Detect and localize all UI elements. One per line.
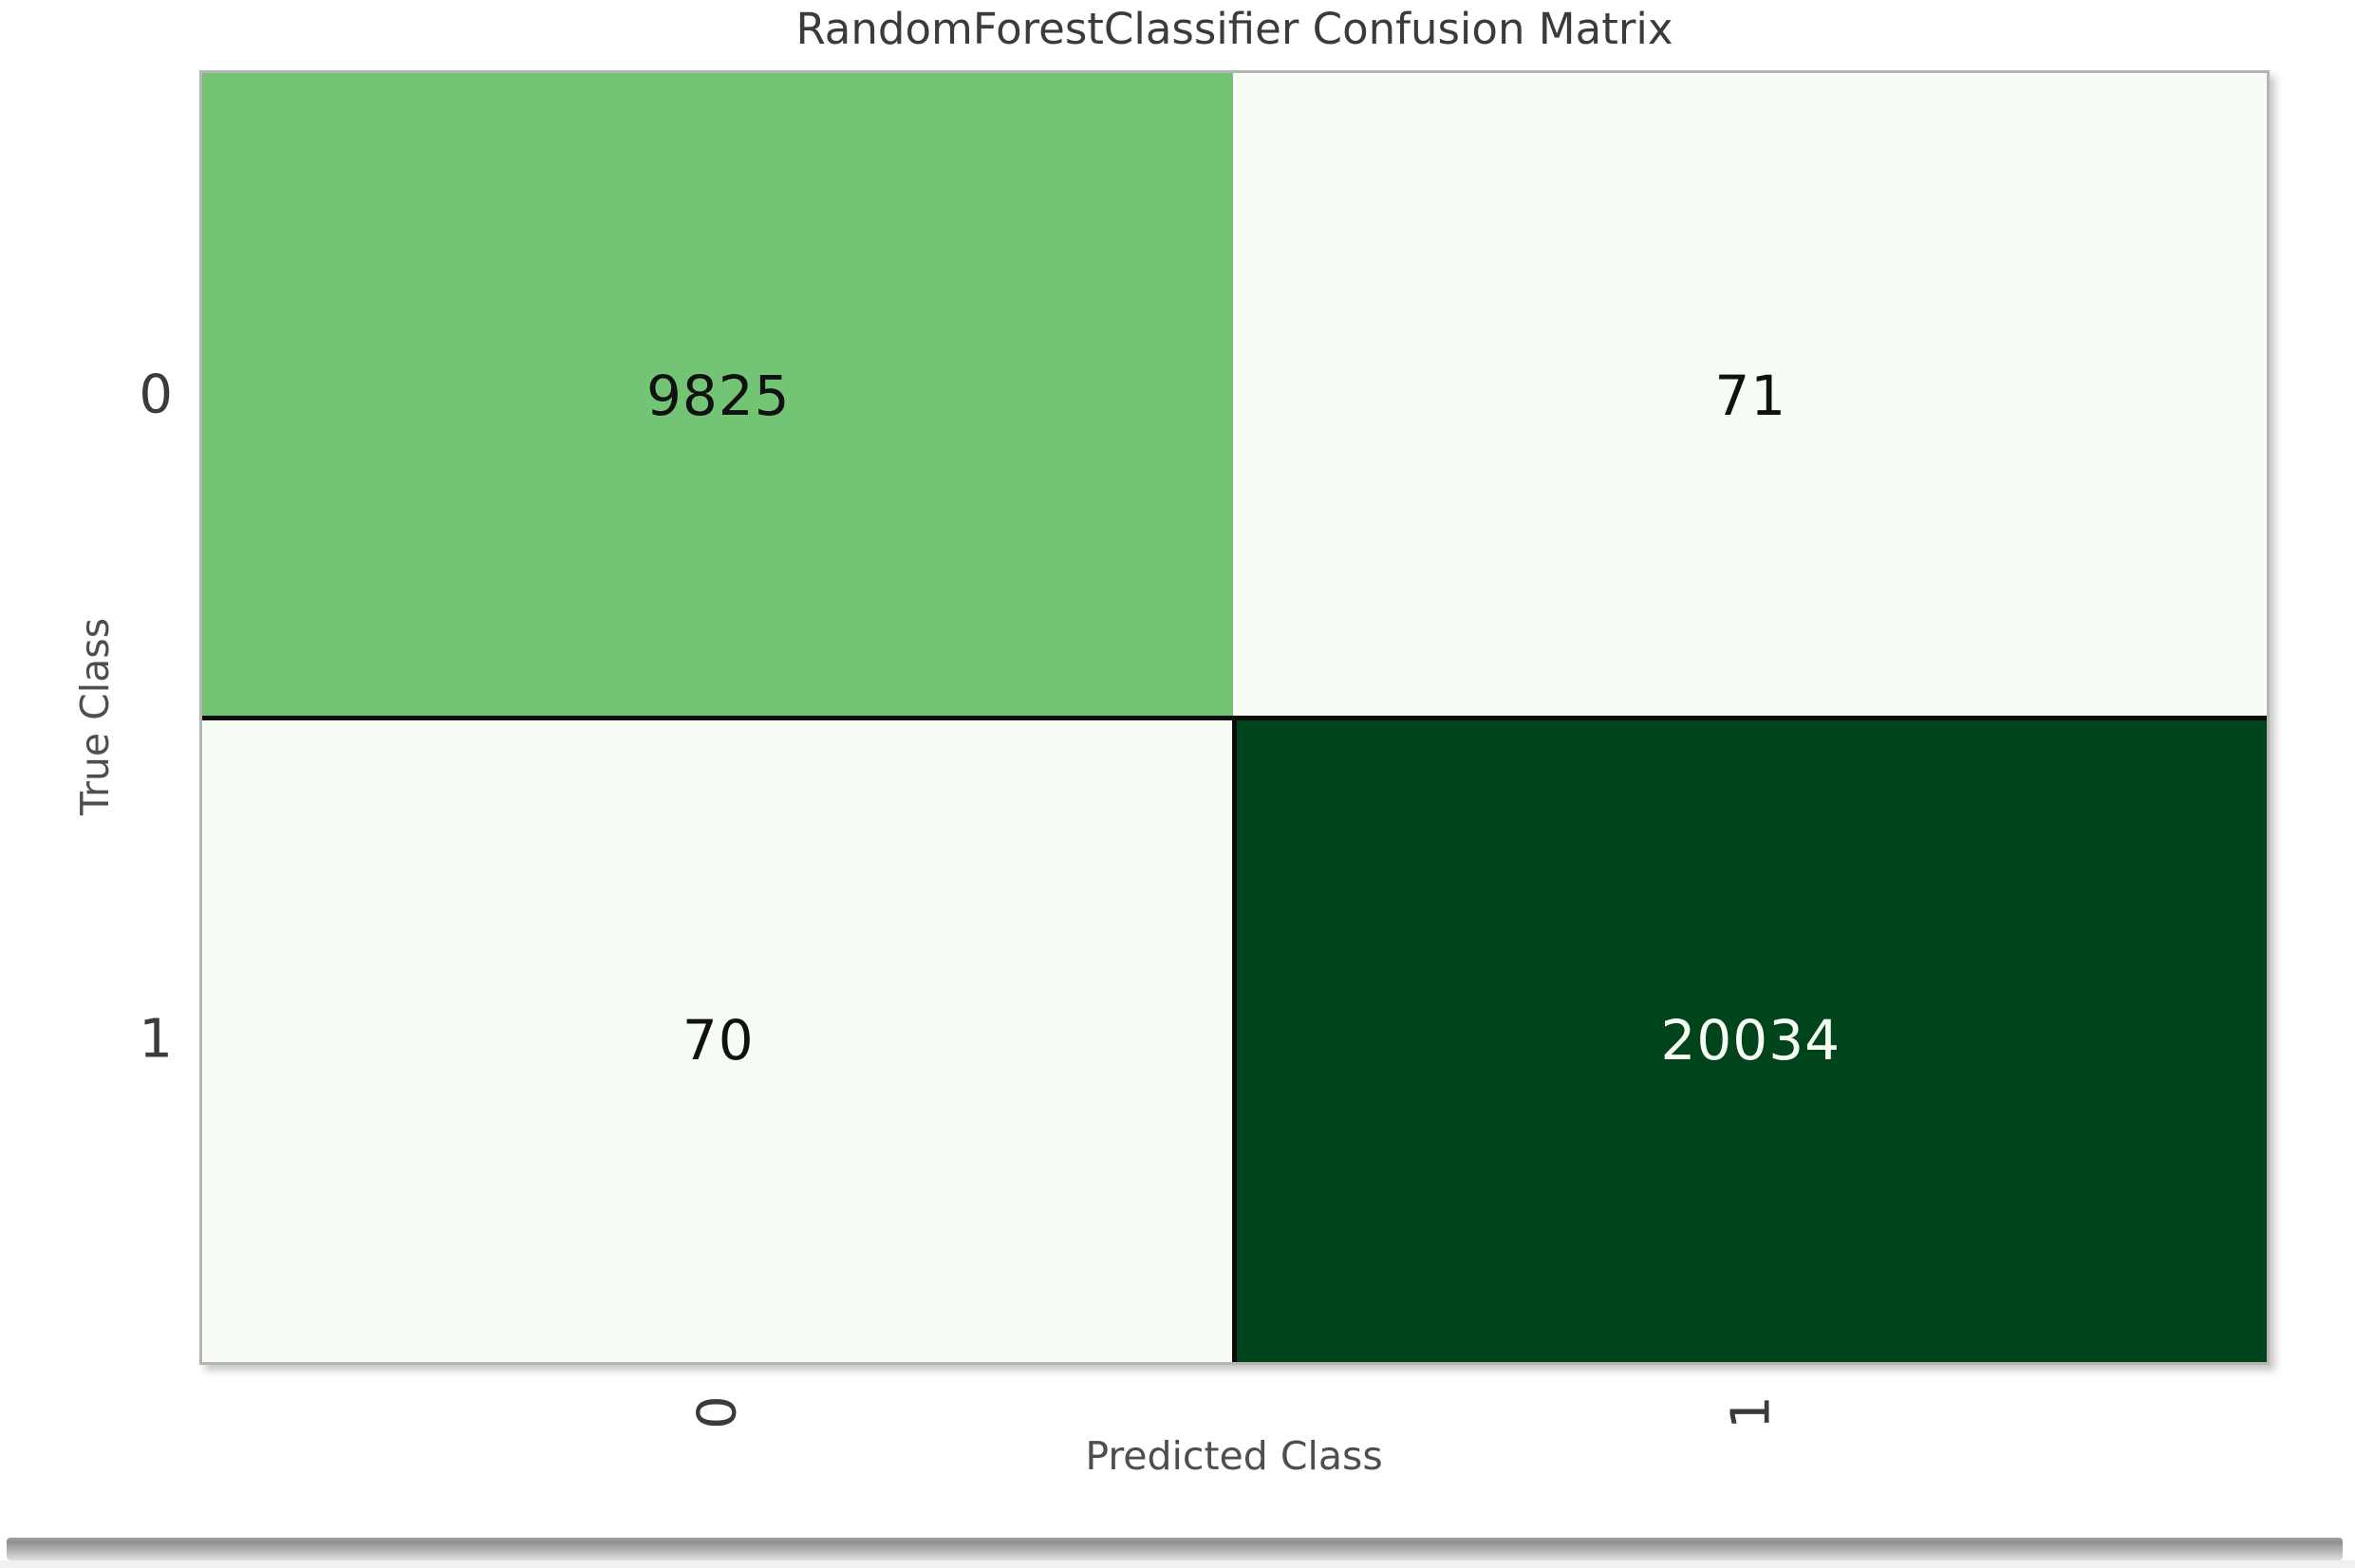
cell-value-true1-pred1: 20034	[1660, 1007, 1841, 1073]
cell-value-true0-pred1: 71	[1714, 363, 1787, 428]
matrix-cell-true0-pred0: 9825	[202, 73, 1235, 718]
confusion-matrix-plot: 9825 71 70 20034	[199, 70, 2270, 1365]
matrix-cell-true1-pred1: 20034	[1234, 718, 2267, 1362]
x-axis-label: Predicted Class	[1085, 1433, 1383, 1479]
chart-title: RandomForestClassifier Confusion Matrix	[795, 4, 1673, 54]
x-tick-label-1: 1	[1720, 1395, 1783, 1429]
column-divider-line-bottom	[1232, 718, 1237, 1362]
cell-value-true1-pred0: 70	[682, 1007, 755, 1073]
y-tick-label-0: 0	[139, 364, 173, 426]
matrix-cell-true1-pred0: 70	[202, 718, 1235, 1362]
row-divider-line	[202, 716, 2267, 720]
x-tick-label-0: 0	[686, 1395, 749, 1429]
window-bottom-edge	[0, 1560, 2355, 1568]
y-tick-label-1: 1	[139, 1008, 173, 1071]
column-divider-line-top	[1233, 73, 1236, 718]
matrix-cell-true0-pred1: 71	[1234, 73, 2267, 718]
cell-value-true0-pred0: 9825	[645, 363, 791, 428]
horizontal-scrollbar[interactable]	[7, 1538, 2343, 1560]
y-axis-label: True Class	[72, 618, 118, 815]
